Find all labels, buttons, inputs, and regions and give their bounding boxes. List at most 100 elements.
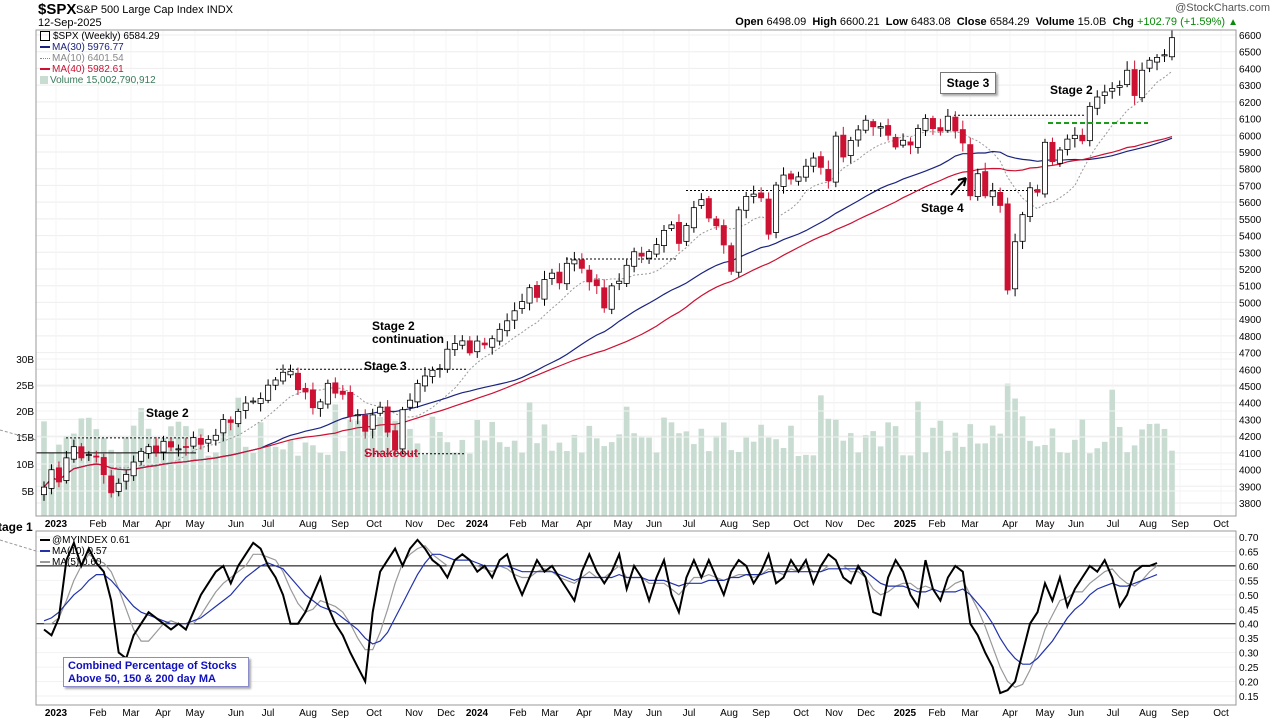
volume-bar [325, 454, 331, 516]
volume-bar [608, 442, 615, 516]
low-label: Low [885, 16, 908, 28]
x-tick-label: May [186, 708, 205, 719]
candle-body [571, 259, 578, 265]
indicator-lines [43, 538, 1158, 695]
x-tick-label: Sep [331, 519, 349, 530]
volume-bar [429, 416, 436, 516]
volume-label: Volume [1035, 16, 1075, 28]
candle-body [548, 272, 555, 279]
annotation-stage2-a: Stage 2 [146, 406, 189, 420]
volume-bar [810, 455, 817, 516]
candle-body [212, 434, 219, 441]
candle-body [309, 389, 316, 409]
volume-bar [220, 432, 227, 516]
volume-bar [1072, 439, 1078, 516]
price-tick-label: 6100 [1239, 115, 1262, 126]
candle-body [1161, 54, 1168, 57]
volume-bar [1057, 452, 1063, 516]
candle-body [429, 369, 436, 377]
x-tick-label: Nov [825, 708, 843, 719]
candle-body [399, 409, 406, 450]
x-tick-label: Sep [331, 708, 349, 719]
volume-bar [459, 439, 466, 516]
line-swatch-icon [40, 561, 50, 564]
candle-body [922, 118, 929, 131]
x-tick-label: Jun [646, 519, 662, 530]
candle-body [773, 184, 780, 233]
indicator-panel-frame [35, 530, 1237, 706]
volume-bar [287, 439, 294, 516]
x-tick-label: Oct [1213, 519, 1229, 530]
volume-bar [317, 452, 324, 516]
volume-bar [93, 429, 100, 516]
volume-bar [668, 422, 675, 516]
ind-legend-ma10-text: MA(10) 0.57 [52, 546, 108, 557]
x-tick-label: Mar [122, 519, 140, 530]
volume-bar [1042, 444, 1048, 516]
price-tick-label: 4300 [1239, 415, 1262, 426]
volume-bar [71, 433, 77, 516]
candle-body [257, 398, 264, 404]
volume-bar [235, 397, 242, 516]
candle-body [690, 207, 697, 229]
candle-body [100, 457, 107, 475]
volume-bar [623, 406, 630, 516]
volume-bar [638, 436, 645, 516]
candle-body [496, 328, 503, 342]
indicator-tick-label: 0.35 [1239, 634, 1259, 645]
chg-value: +102.79 (+1.59%) [1136, 16, 1226, 28]
volume-bar [511, 440, 518, 516]
candle-body [70, 446, 77, 460]
price-tick-label: 4600 [1239, 365, 1262, 376]
x-tick-label: May [186, 519, 205, 530]
legend-ma40: MA(40) 5982.61 [40, 64, 160, 75]
candle-body [108, 475, 115, 494]
indicator-note-line1: Combined Percentage of Stocks [68, 660, 237, 672]
volume-bar [728, 450, 735, 516]
stage1-dashed-line [0, 539, 37, 552]
brand-logo[interactable]: @StockCharts.com [1175, 2, 1270, 14]
price-tick-label: 5100 [1239, 282, 1262, 293]
candle-body [78, 446, 85, 459]
volume-bar [676, 433, 682, 516]
volume-bar [489, 421, 495, 516]
x-tick-label: Nov [825, 519, 843, 530]
price-tick-label: 6300 [1239, 81, 1262, 92]
candle-body [713, 218, 720, 227]
annotation-stage1: Stage 1 [0, 520, 33, 534]
volume-bar [1034, 446, 1041, 516]
indicator-tick-label: 0.45 [1239, 605, 1259, 616]
candle-body [825, 169, 832, 182]
indicator-tick-label: 0.25 [1239, 663, 1259, 674]
support-resistance-lines [36, 114, 1086, 455]
annotation-shakeout: Shakeout [364, 446, 419, 460]
candle-body [541, 279, 548, 300]
ind-legend-main-text: @MYINDEX 0.61 [52, 535, 130, 546]
low-value: 6483.08 [910, 16, 951, 28]
volume-bar [496, 442, 503, 516]
price-tick-label: 4400 [1239, 399, 1262, 410]
candle-body [317, 401, 324, 409]
candle-body [1101, 91, 1108, 96]
candle-body [220, 419, 227, 434]
candle-body [1064, 138, 1071, 150]
indicator-tick-label: 0.50 [1239, 591, 1259, 602]
candle-body [817, 156, 824, 168]
candle-body [1027, 187, 1034, 218]
x-tick-label: Aug [1139, 519, 1157, 530]
candle-body [974, 173, 981, 197]
candle-body [735, 209, 742, 273]
candle-body [1109, 88, 1116, 92]
volume-bar [549, 450, 555, 516]
volume-bar [564, 451, 570, 516]
x-tick-label: Jul [1107, 519, 1120, 530]
volume-bar [354, 420, 361, 516]
candle-body [758, 192, 765, 199]
annotation-stage3-b: Stage 3 [940, 72, 996, 94]
volume-bar [198, 428, 204, 516]
volume-bar [803, 454, 809, 516]
volume-bar [86, 417, 92, 516]
candle-body [802, 165, 809, 178]
volume-bar [631, 433, 637, 516]
